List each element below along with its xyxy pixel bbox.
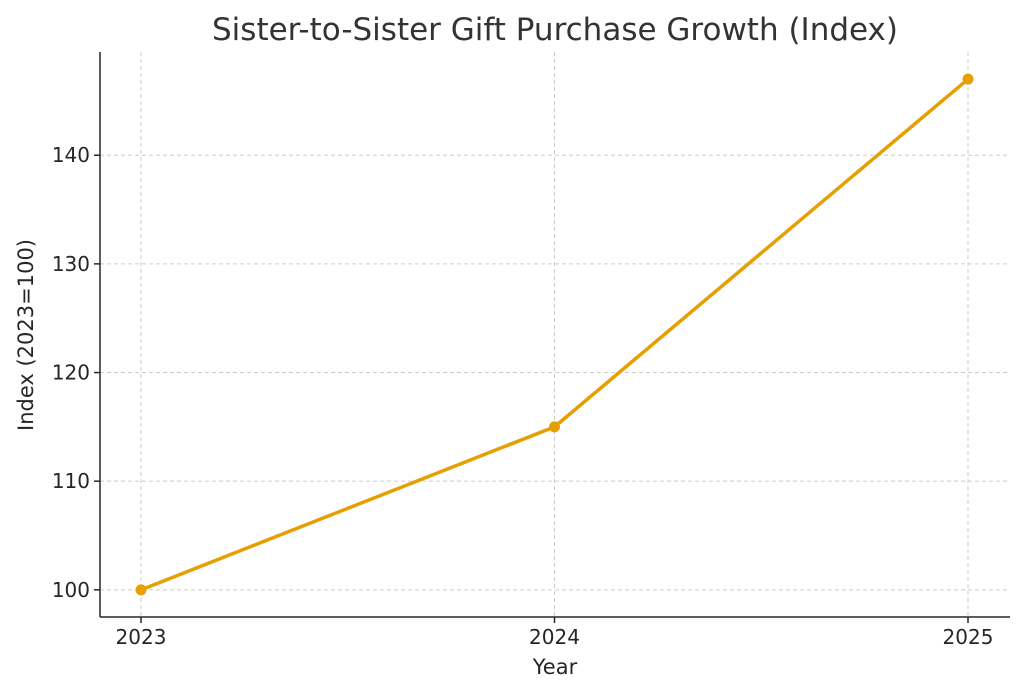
y-tick-label: 120 [52, 361, 90, 385]
chart-title: Sister-to-Sister Gift Purchase Growth (I… [212, 12, 898, 48]
x-tick-label: 2023 [116, 625, 167, 649]
y-tick-label: 110 [52, 469, 90, 493]
y-tick-label: 130 [52, 252, 90, 276]
grid-layer [100, 52, 1010, 617]
x-tick-label: 2025 [943, 625, 994, 649]
y-axis-label: Index (2023=100) [14, 239, 38, 431]
x-axis-label: Year [532, 655, 578, 679]
x-tick-label: 2024 [529, 625, 580, 649]
data-point-2025 [962, 73, 974, 85]
data-point-2024 [549, 421, 560, 433]
data-point-2023 [135, 584, 147, 596]
y-tick-label: 100 [52, 578, 90, 602]
ticks-layer: 2023 2024 2025 100 110 120 130 140 [52, 143, 994, 649]
series-layer [135, 73, 974, 596]
y-tick-label: 140 [52, 143, 90, 167]
